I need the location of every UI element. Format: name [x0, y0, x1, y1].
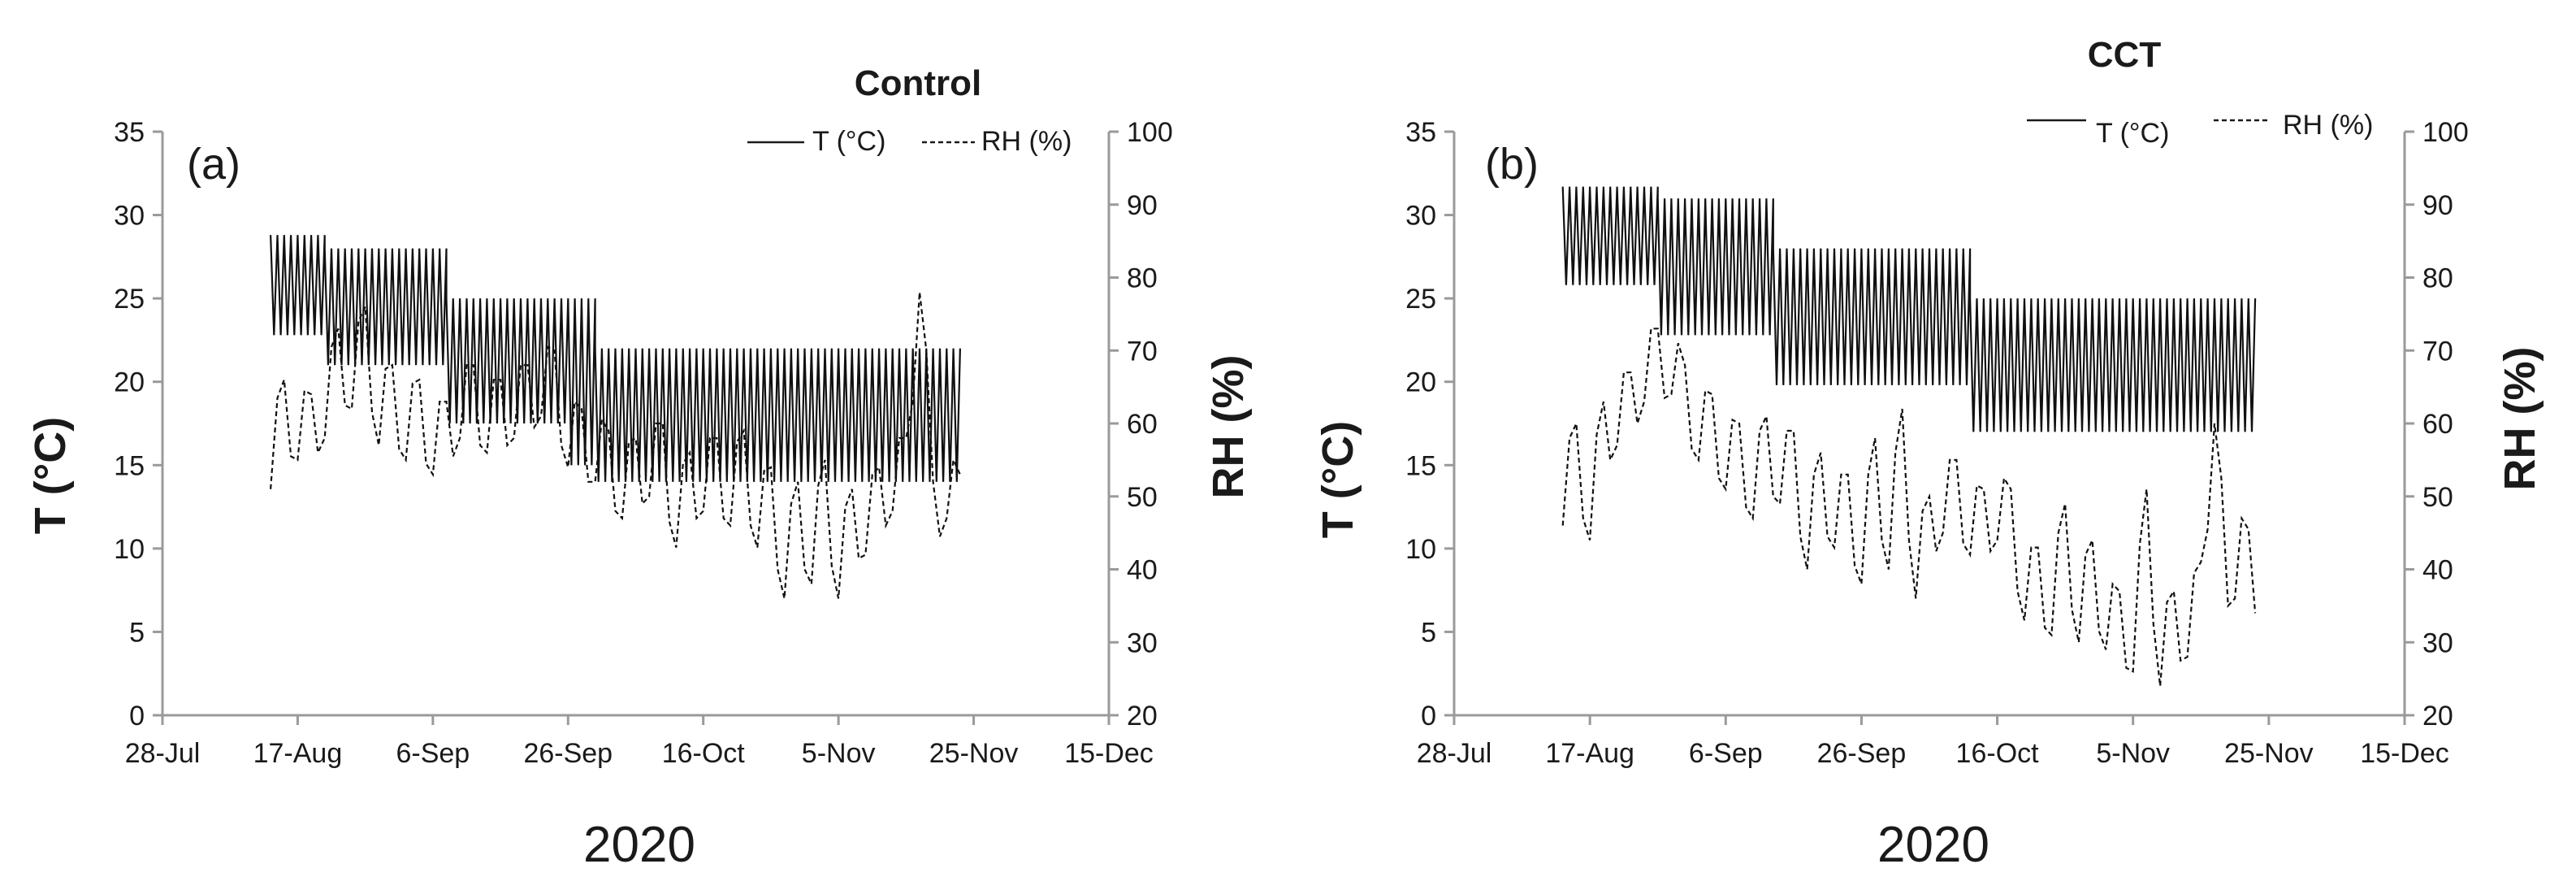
y-left-tick-label: 0 [129, 701, 145, 732]
x-tick-label: 6-Sep [1689, 738, 1763, 769]
x-tick-label: 15-Dec [1064, 738, 1154, 769]
y-left-tick-label: 0 [1421, 701, 1436, 732]
tick-labels: 0 5 10 15 20 25 30 35 20 30 40 50 60 70 80 90 100 28-Jul 1… [1405, 117, 2469, 769]
panel-cct: CCT (b) T (°C) RH (%) 2020 T (°C) RH (%)… [1314, 35, 2544, 873]
x-axis-label: 2020 [1877, 817, 1989, 873]
y-right-tick-label: 30 [2422, 627, 2453, 658]
x-tick-label: 25-Nov [929, 738, 1019, 769]
y-left-tick-label: 20 [1405, 367, 1436, 398]
y-right-tick-label: 80 [1127, 263, 1158, 294]
x-tick-label: 5-Nov [2096, 738, 2170, 769]
y-left-tick-label: 10 [114, 534, 145, 565]
x-tick-label: 17-Aug [1545, 738, 1634, 769]
y-left-tick-label: 5 [129, 617, 145, 648]
x-tick-label: 15-Dec [2360, 738, 2449, 769]
legend-rh-label: RH (%) [2283, 110, 2373, 141]
axes [153, 130, 1119, 725]
y-right-tick-label: 20 [1127, 701, 1158, 732]
y-right-tick-label: 30 [1127, 627, 1158, 658]
x-tick-label: 16-Oct [1956, 738, 2040, 769]
series-t-line [270, 235, 961, 482]
y-right-tick-label: 20 [2422, 701, 2453, 732]
plot-area [270, 235, 961, 599]
y-right-label: RH (%) [1204, 355, 1253, 499]
y-right-tick-label: 60 [2422, 409, 2453, 440]
legend-t-label: T (°C) [2096, 118, 2169, 149]
x-axis-label: 2020 [583, 817, 695, 873]
y-left-tick-label: 25 [114, 284, 145, 315]
y-left-tick-label: 30 [114, 201, 145, 232]
y-left-label: T (°C) [1314, 421, 1362, 539]
y-right-tick-label: 50 [1127, 482, 1158, 513]
x-tick-label: 17-Aug [253, 738, 343, 769]
y-left-tick-label: 25 [1405, 284, 1436, 315]
y-left-label: T (°C) [26, 417, 75, 535]
x-tick-label: 26-Sep [1817, 738, 1907, 769]
y-left-tick-label: 35 [1405, 117, 1436, 148]
plot-area [1561, 186, 2257, 687]
x-tick-label: 6-Sep [396, 738, 470, 769]
y-right-tick-label: 90 [1127, 190, 1158, 221]
axes [1444, 130, 2414, 725]
y-left-tick-label: 20 [114, 367, 145, 398]
x-tick-label: 28-Jul [125, 738, 201, 769]
panel-label: (a) [187, 140, 240, 189]
y-right-tick-label: 50 [2422, 482, 2453, 513]
legend-rh-label: RH (%) [981, 126, 1072, 157]
panel-control: Control (a) T (°C) RH (%) 2020 T (°C) RH… [26, 63, 1253, 873]
y-right-tick-label: 100 [1127, 117, 1173, 148]
series-t-line [1561, 186, 2257, 432]
series-rh-line [1561, 328, 2257, 687]
y-right-tick-label: 90 [2422, 190, 2453, 221]
panel-label: (b) [1485, 140, 1539, 189]
y-right-tick-label: 40 [2422, 555, 2453, 586]
x-tick-label: 16-Oct [662, 738, 746, 769]
y-right-tick-label: 70 [1127, 336, 1158, 367]
y-right-tick-label: 80 [2422, 263, 2453, 294]
x-tick-label: 28-Jul [1417, 738, 1492, 769]
y-left-tick-label: 10 [1405, 534, 1436, 565]
x-tick-label: 25-Nov [2224, 738, 2314, 769]
y-left-tick-label: 35 [114, 117, 145, 148]
chart-title: Control [855, 63, 981, 103]
y-right-tick-label: 70 [2422, 336, 2453, 367]
y-left-tick-label: 5 [1421, 617, 1436, 648]
x-tick-label: 5-Nov [802, 738, 876, 769]
y-left-tick-label: 15 [114, 450, 145, 481]
x-tick-label: 26-Sep [523, 738, 613, 769]
legend-t-label: T (°C) [812, 126, 885, 157]
chart-title: CCT [2088, 35, 2162, 75]
tick-labels: 0 5 10 15 20 25 30 35 20 30 40 50 60 70 80 90 100 28-Jul 1… [114, 117, 1173, 769]
y-right-tick-label: 100 [2422, 117, 2469, 148]
series-rh-line [270, 292, 961, 599]
y-left-tick-label: 15 [1405, 450, 1436, 481]
y-left-tick-label: 30 [1405, 201, 1436, 232]
y-right-label: RH (%) [2496, 347, 2544, 491]
y-right-tick-label: 60 [1127, 409, 1158, 440]
y-right-tick-label: 40 [1127, 555, 1158, 586]
